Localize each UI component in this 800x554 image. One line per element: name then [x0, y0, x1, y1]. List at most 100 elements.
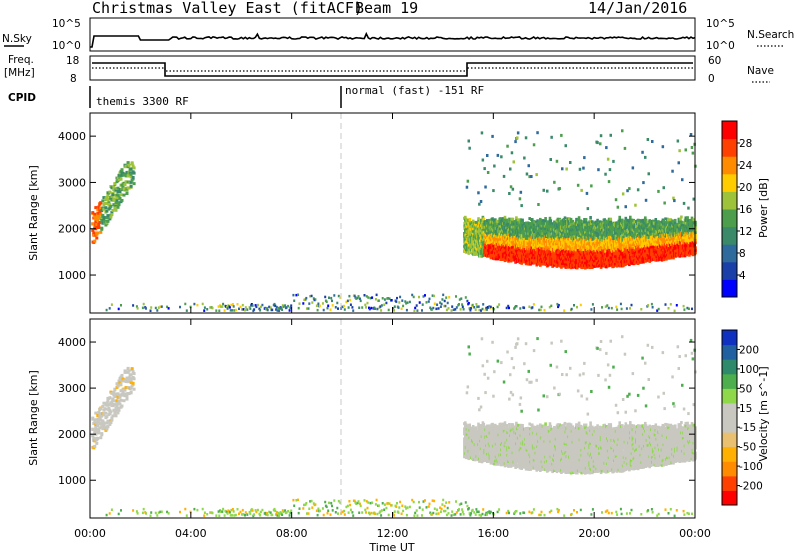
power-cell [109, 204, 113, 208]
power-cell [278, 309, 281, 312]
power-cell [584, 220, 588, 224]
power-cell [343, 308, 346, 311]
cpid-label: CPID [8, 92, 36, 104]
power-cell [515, 305, 518, 308]
power-cell [393, 309, 395, 312]
velocity-cell [102, 413, 106, 417]
plot-title: Christmas Valley East (fitACF) [92, 0, 363, 17]
velocity-cell [93, 418, 97, 422]
power-cell [117, 173, 121, 177]
power-cell [416, 309, 419, 312]
power-cell [666, 218, 670, 222]
power-cell [498, 225, 501, 229]
power-cell [680, 220, 683, 224]
power-cell [401, 299, 404, 302]
power-cell [633, 220, 636, 224]
power-panel-bg [90, 113, 695, 313]
power-cell [113, 182, 117, 186]
power-cell [576, 183, 580, 187]
power-cell [444, 304, 447, 308]
power-cell [585, 191, 589, 195]
power-cell [581, 230, 584, 234]
power-cell [248, 305, 251, 309]
power-cell [569, 217, 573, 221]
power-cell [674, 229, 678, 233]
power-cell [686, 216, 689, 220]
power-cell [122, 193, 126, 197]
power-cell [493, 257, 496, 261]
power-cell [398, 301, 401, 304]
power-cell [145, 307, 147, 310]
power-cell [95, 236, 99, 240]
power-cell [577, 216, 581, 220]
power-cell [105, 216, 109, 220]
power-cell [459, 308, 462, 311]
power-cell [532, 253, 536, 257]
power-cell [519, 241, 523, 245]
power-cell [604, 305, 607, 308]
power-cell [271, 308, 274, 312]
power-cell [541, 234, 545, 238]
power-cell [493, 164, 496, 168]
power-cell [368, 307, 371, 311]
power-cell [337, 307, 339, 310]
power-cell [310, 294, 313, 298]
power-cell [435, 307, 438, 311]
power-cell [106, 194, 110, 198]
velocity-cell [99, 412, 103, 416]
power-cell [156, 309, 159, 312]
power-cell [611, 232, 614, 236]
power-cell [560, 133, 563, 137]
velocity-cell [110, 391, 114, 395]
power-cell [355, 297, 358, 300]
power-cell [339, 296, 342, 299]
power-cell [115, 193, 119, 197]
power-cell [167, 307, 170, 310]
velocity-cell [110, 416, 114, 420]
power-cell [664, 245, 667, 249]
power-cell [515, 216, 518, 220]
power-cell [503, 218, 507, 222]
power-cell [331, 304, 334, 307]
power-cell [298, 302, 301, 305]
velocity-cell [107, 403, 111, 407]
power-cell [441, 298, 444, 301]
power-cell [591, 220, 594, 224]
power-cell [539, 217, 542, 221]
power-cell [206, 308, 209, 311]
velocity-cell [118, 381, 122, 385]
power-cell [397, 306, 400, 309]
power-cell [676, 139, 680, 143]
power-cell [116, 186, 120, 190]
power-cell [481, 307, 484, 311]
power-cell [666, 238, 669, 242]
power-cell [293, 299, 296, 302]
freq-label-2: [MHz] [4, 67, 35, 79]
power-cell [375, 293, 378, 297]
power-cell [418, 301, 421, 304]
power-cell [642, 181, 645, 185]
power-cell [631, 166, 635, 170]
power-cell [116, 205, 120, 209]
power-cell [99, 230, 103, 234]
velocity-cell [116, 395, 120, 399]
power-cell [660, 256, 664, 259]
power-cell [646, 220, 650, 224]
power-cell [615, 305, 618, 309]
power-cell [405, 308, 408, 312]
power-cell [646, 233, 650, 237]
power-cell [124, 172, 128, 176]
power-cell [381, 297, 384, 300]
power-cell [582, 245, 585, 249]
velocity-cell [96, 414, 100, 417]
power-cell [118, 190, 122, 194]
power-cell [239, 305, 242, 309]
power-cell [516, 238, 520, 242]
power-cell [584, 253, 588, 257]
power-cell [502, 224, 506, 228]
power-cell [150, 306, 153, 309]
velocity-cell [115, 401, 119, 405]
power-cell [657, 189, 660, 193]
power-cell [503, 226, 507, 229]
